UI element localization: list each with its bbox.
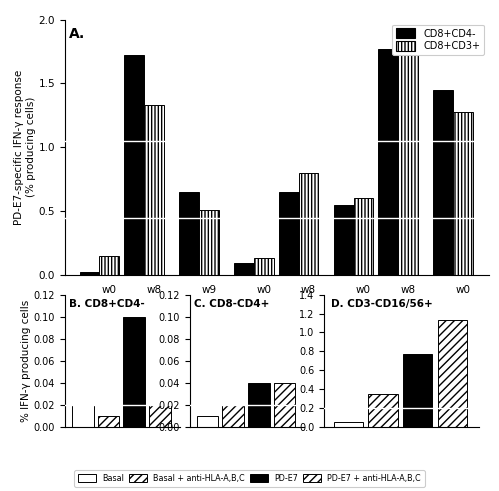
Text: V4: V4 (277, 305, 295, 319)
Bar (80, 273, 99, 275)
Bar (199, 210, 219, 275)
Bar (354, 198, 373, 275)
Bar (368, 394, 398, 427)
Bar (124, 55, 144, 275)
Legend: CD8+CD4-, CD8+CD3+: CD8+CD4-, CD8+CD3+ (392, 25, 484, 55)
Bar (72, 405, 93, 427)
Bar (453, 111, 473, 275)
Bar (274, 383, 295, 427)
Bar (433, 90, 453, 275)
Bar (144, 105, 164, 275)
Text: V1: V1 (122, 305, 141, 319)
Bar (149, 405, 171, 427)
Bar (438, 320, 467, 427)
Text: V6: V6 (454, 305, 472, 319)
Bar (378, 49, 398, 275)
Text: A.: A. (69, 27, 85, 41)
Bar (254, 258, 274, 275)
Text: C. CD8-CD4+: C. CD8-CD4+ (194, 299, 269, 308)
Text: D. CD3-CD16/56+: D. CD3-CD16/56+ (330, 299, 432, 308)
Bar (403, 355, 432, 427)
Bar (123, 317, 145, 427)
Bar (99, 256, 119, 275)
Text: V2: V2 (200, 305, 218, 319)
Bar (97, 416, 119, 427)
Bar (334, 422, 363, 427)
Bar (179, 192, 199, 275)
Bar (279, 192, 298, 275)
Bar (235, 264, 254, 275)
Bar (298, 173, 318, 275)
Bar (222, 405, 244, 427)
Text: B. CD8+CD4-: B. CD8+CD4- (69, 299, 145, 308)
Text: V5: V5 (377, 305, 395, 319)
Y-axis label: % IFN-γ producing cells: % IFN-γ producing cells (21, 300, 31, 422)
Y-axis label: PD-E7-specific IFN-γ response
(% producing cells): PD-E7-specific IFN-γ response (% produci… (14, 70, 36, 225)
Bar (398, 55, 418, 275)
Bar (197, 416, 218, 427)
Bar (248, 383, 270, 427)
Bar (334, 205, 354, 275)
Legend: Basal, Basal + anti-HLA-A,B,C, PD-E7, PD-E7 + anti-HLA-A,B,C: Basal, Basal + anti-HLA-A,B,C, PD-E7, PD… (74, 470, 425, 487)
